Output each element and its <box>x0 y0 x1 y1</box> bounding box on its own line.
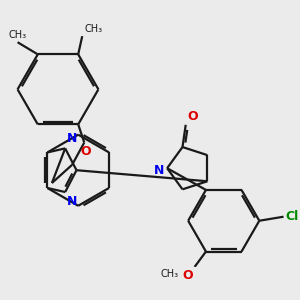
Text: N: N <box>154 164 164 177</box>
Text: N: N <box>67 195 77 208</box>
Text: CH₃: CH₃ <box>160 269 178 279</box>
Text: Cl: Cl <box>286 210 299 223</box>
Text: N: N <box>67 132 77 145</box>
Text: O: O <box>182 269 193 282</box>
Text: CH₃: CH₃ <box>84 24 102 34</box>
Text: CH₃: CH₃ <box>8 30 27 40</box>
Text: O: O <box>81 145 91 158</box>
Text: O: O <box>187 110 198 123</box>
